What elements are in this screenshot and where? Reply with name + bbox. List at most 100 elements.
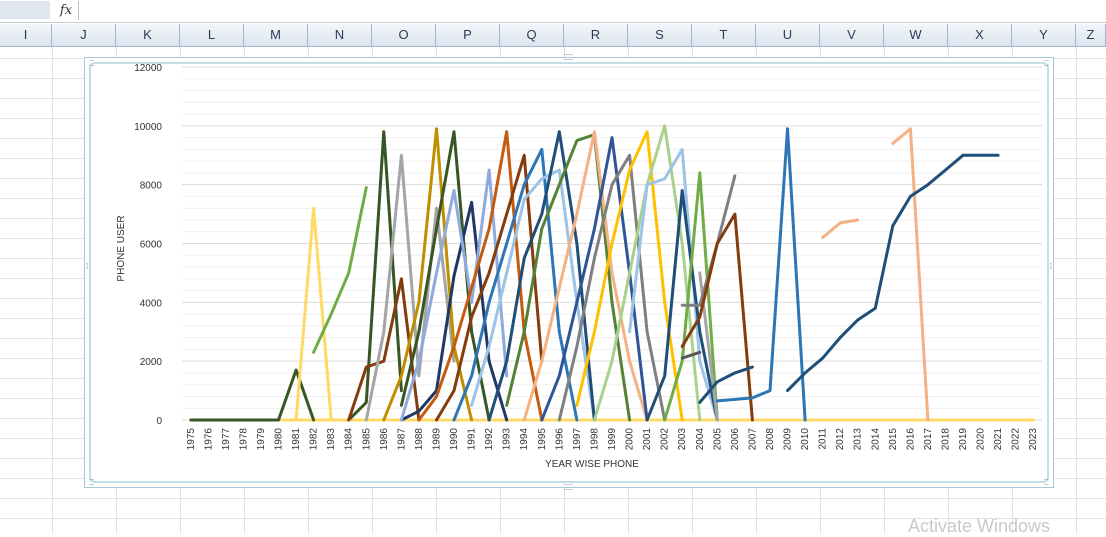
x-tick-label: 1995	[537, 428, 548, 451]
series-line-5	[347, 130, 403, 422]
x-tick-label: 1983	[326, 428, 337, 451]
x-tick-label: 2001	[642, 428, 653, 451]
series-line-15	[470, 168, 596, 422]
resize-handle-left[interactable]: ⁞	[86, 262, 89, 271]
series-line-24	[645, 189, 719, 422]
series-line-2	[189, 368, 316, 422]
series-line-16	[487, 130, 596, 422]
x-tick-label: 2014	[870, 428, 881, 451]
x-tick-label: 1987	[396, 428, 407, 451]
grid-row-line	[0, 518, 1106, 519]
column-header-v[interactable]: V	[820, 24, 884, 46]
series-line-31	[680, 350, 702, 360]
column-header-o[interactable]: O	[372, 24, 436, 46]
x-tick-label: 2004	[695, 428, 706, 451]
column-header-p[interactable]: P	[436, 24, 500, 46]
x-tick-label: 2005	[712, 428, 723, 451]
series-line-9	[399, 130, 491, 422]
series-line-10	[399, 200, 509, 422]
column-header-z[interactable]: Z	[1076, 24, 1106, 46]
y-tick-label: 6000	[140, 240, 163, 251]
series-line-11	[399, 168, 509, 422]
column-header-q[interactable]: Q	[500, 24, 564, 46]
column-header-m[interactable]: M	[244, 24, 308, 46]
grid-row-line	[0, 498, 1106, 499]
series-line-13	[435, 153, 544, 422]
x-tick-label: 2022	[1011, 428, 1022, 451]
resize-handle-bottom[interactable]: ⁚⁚⁚⁚	[563, 483, 574, 492]
series-line-25	[663, 171, 719, 422]
chart-area[interactable]	[89, 62, 1049, 483]
chart-frame[interactable]: ⁚⁚ ⁚⁚⁚⁚ ⁚⁚ ⁞ ⁞ ⁚⁚ ⁚⁚⁚⁚ ⁚⁚	[84, 53, 1054, 492]
column-header-x[interactable]: X	[948, 24, 1012, 46]
x-tick-label: 2017	[923, 428, 934, 451]
series-line-17	[505, 133, 632, 422]
column-header-u[interactable]: U	[756, 24, 820, 46]
column-header-s[interactable]: S	[628, 24, 692, 46]
y-tick-label: 4000	[140, 298, 163, 309]
x-tick-label: 1989	[431, 428, 442, 451]
series-line-23	[628, 147, 719, 422]
x-tick-label: 1992	[484, 428, 495, 451]
series-line-20	[557, 153, 667, 422]
series-line-6	[347, 277, 421, 422]
x-tick-label: 2013	[853, 428, 864, 451]
series-line-18	[522, 130, 649, 422]
x-tick-label: 1982	[309, 428, 320, 451]
column-header-w[interactable]: W	[884, 24, 948, 46]
x-tick-label: 2007	[747, 428, 758, 451]
x-tick-label: 2023	[1028, 428, 1039, 451]
series-line-32	[821, 218, 860, 240]
x-tick-label: 2000	[625, 428, 636, 451]
x-tick-label: 2011	[818, 428, 829, 450]
resize-handle-bottom-right[interactable]: ⁚⁚	[1043, 478, 1049, 487]
column-header-t[interactable]: T	[692, 24, 756, 46]
series-line-7	[364, 153, 456, 422]
grid-column-line	[52, 47, 53, 534]
x-tick-label: 2019	[958, 428, 969, 451]
x-tick-label: 1976	[203, 428, 214, 451]
column-header-n[interactable]: N	[308, 24, 372, 46]
activate-windows-watermark: Activate Windows	[908, 516, 1051, 536]
fx-icon[interactable]: fx	[59, 3, 73, 18]
x-tick-label: 1986	[379, 428, 390, 451]
column-header-r[interactable]: R	[564, 24, 628, 46]
series-line-29	[715, 127, 807, 422]
x-tick-label: 1978	[238, 428, 249, 451]
x-tick-label: 2018	[940, 428, 951, 451]
column-header-l[interactable]: L	[180, 24, 244, 46]
series-line-8	[382, 127, 474, 422]
formula-input[interactable]	[78, 1, 1106, 20]
name-box[interactable]	[0, 1, 50, 19]
series-line-33	[891, 127, 930, 422]
x-tick-label: 2021	[993, 428, 1004, 451]
column-header-i[interactable]: I	[0, 24, 52, 46]
column-header-y[interactable]: Y	[1012, 24, 1076, 46]
x-tick-label: 1977	[221, 428, 232, 451]
line-chart[interactable]: 0 2000 4000 6000 8000 10000 12000 1975 1976 1977 1…	[84, 57, 1054, 488]
series-line-3	[294, 206, 333, 422]
column-header-j[interactable]: J	[52, 24, 116, 46]
series-line-28	[680, 212, 754, 422]
x-tick-label: 2002	[660, 428, 671, 451]
x-tick-label: 2009	[783, 428, 794, 451]
column-header-k[interactable]: K	[116, 24, 180, 46]
resize-handle-top-right[interactable]: ⁚⁚	[1043, 59, 1049, 68]
x-tick-label: 1980	[274, 428, 285, 451]
x-tick-label: 1984	[344, 428, 355, 451]
resize-handle-top-left[interactable]: ⁚⁚	[89, 59, 95, 68]
x-tick-label: 1975	[186, 428, 197, 451]
formula-bar: fx	[0, 0, 1106, 23]
x-tick-label: 2010	[800, 428, 811, 451]
y-tick-label: 2000	[140, 357, 163, 368]
series-line-30	[698, 365, 754, 404]
x-tick-label: 1999	[607, 428, 618, 451]
x-tick-label: 1993	[502, 428, 513, 451]
resize-handle-right[interactable]: ⁞	[1049, 262, 1052, 271]
x-tick-label: 1981	[291, 428, 302, 451]
x-tick-label: 1996	[554, 428, 565, 451]
x-tick-label: 1997	[572, 428, 583, 451]
resize-handle-top[interactable]: ⁚⁚⁚⁚	[563, 53, 574, 62]
resize-handle-bottom-left[interactable]: ⁚⁚	[89, 478, 95, 487]
